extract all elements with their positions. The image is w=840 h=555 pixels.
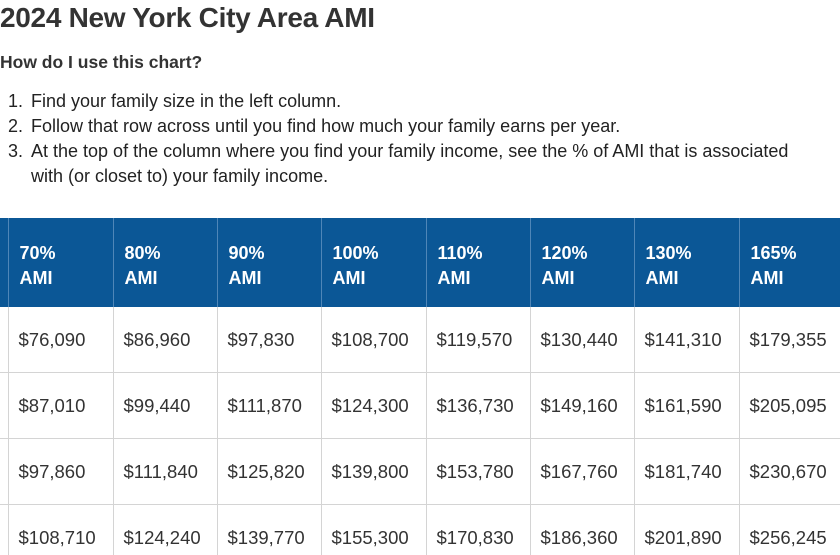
income-cell: $87,010 (7, 372, 113, 439)
table-row: $97,860 $111,840 $125,820 $139,800 $153,780 $… (0, 438, 840, 505)
income-cell: $161,590 (633, 372, 739, 439)
header-label: AMI (750, 268, 784, 288)
header-label: AMI (437, 268, 471, 288)
instruction-number: 3. (8, 141, 24, 161)
income-cell: $179,355 (738, 307, 840, 373)
header-label: AMI (645, 268, 679, 288)
table-body: $76,090 $86,960 $97,830 $108,700 $119,570 $13… (0, 307, 840, 555)
instruction-text: Follow that row across until you find ho… (31, 116, 621, 136)
header-cell: 70% AMI (7, 218, 113, 307)
income-cell: $141,310 (633, 307, 739, 373)
header-percent: 100% (332, 243, 379, 263)
header-cell (0, 218, 8, 307)
income-cell: $130,440 (529, 307, 634, 373)
income-cell: $86,960 (112, 307, 217, 373)
income-cell: $76,090 (7, 307, 113, 373)
header-cell: 110% AMI (425, 218, 530, 307)
income-cell: $155,300 (320, 504, 426, 555)
instruction-item: 1. Find your family size in the left colu… (8, 89, 808, 114)
header-cell: 120% AMI (529, 218, 634, 307)
income-cell: $124,300 (320, 372, 426, 439)
header-label: AMI (332, 268, 366, 288)
income-cell: $205,095 (738, 372, 840, 439)
income-cell: $167,760 (529, 438, 634, 505)
income-cell: $125,820 (216, 438, 321, 505)
header-label: AMI (541, 268, 575, 288)
income-cell: $230,670 (738, 438, 840, 505)
income-cell: $153,780 (425, 438, 530, 505)
ami-table-container: 70% AMI 80% AMI 90% AMI 100% AMI 110% AMI 120% AMI 1… (0, 218, 840, 555)
page-title: 2024 New York City Area AMI (0, 2, 375, 33)
income-cell: $97,860 (7, 438, 113, 505)
stub-cell (0, 438, 8, 505)
income-cell: $108,710 (7, 504, 113, 555)
header-cell: 80% AMI (112, 218, 217, 307)
header-percent: 130% (645, 243, 692, 263)
header-percent: 70% (19, 243, 56, 263)
header-label: AMI (19, 268, 53, 288)
income-cell: $136,730 (425, 372, 530, 439)
header-percent: 80% (124, 243, 161, 263)
table-row: $76,090 $86,960 $97,830 $108,700 $119,570 $13… (0, 307, 840, 373)
stub-cell (0, 372, 8, 439)
header-cell: 100% AMI (320, 218, 426, 307)
income-cell: $119,570 (425, 307, 530, 373)
table-row: $87,010 $99,440 $111,870 $124,300 $136,730 $1… (0, 372, 840, 439)
header-label: AMI (228, 268, 262, 288)
stub-cell (0, 504, 8, 555)
stub-cell (0, 307, 8, 373)
income-cell: $256,245 (738, 504, 840, 555)
income-cell: $99,440 (112, 372, 217, 439)
header-percent: 165% (750, 243, 797, 263)
income-cell: $186,360 (529, 504, 634, 555)
header-cell: 130% AMI (633, 218, 739, 307)
ami-table: 70% AMI 80% AMI 90% AMI 100% AMI 110% AMI 120% AMI 1… (0, 218, 840, 555)
income-cell: $108,700 (320, 307, 426, 373)
income-cell: $111,840 (112, 438, 217, 505)
header-percent: 90% (228, 243, 265, 263)
instruction-item: 2. Follow that row across until you find … (8, 114, 808, 139)
income-cell: $111,870 (216, 372, 321, 439)
subtitle: How do I use this chart? (0, 52, 203, 72)
header-percent: 110% (437, 243, 483, 263)
header-cell: 165% AMI (738, 218, 840, 307)
instruction-number: 2. (8, 116, 24, 136)
instruction-text: Find your family size in the left column… (31, 91, 342, 111)
income-cell: $97,830 (216, 307, 321, 373)
income-cell: $201,890 (633, 504, 739, 555)
income-cell: $170,830 (425, 504, 530, 555)
header-row: 70% AMI 80% AMI 90% AMI 100% AMI 110% AMI 120% AMI 1… (0, 218, 840, 307)
income-cell: $181,740 (633, 438, 739, 505)
income-cell: $124,240 (112, 504, 217, 555)
income-cell: $139,770 (216, 504, 321, 555)
income-cell: $139,800 (320, 438, 426, 505)
instruction-item: 3. At the top of the column where you fin… (8, 139, 808, 189)
income-cell: $149,160 (529, 372, 634, 439)
header-percent: 120% (541, 243, 588, 263)
instruction-text: At the top of the column where you find … (31, 141, 789, 186)
instruction-number: 1. (8, 91, 24, 111)
table-row: $108,710 $124,240 $139,770 $155,300 $170,830… (0, 504, 840, 555)
header-cell: 90% AMI (216, 218, 321, 307)
instructions: 1. Find your family size in the left colu… (8, 89, 808, 189)
header-label: AMI (124, 268, 158, 288)
